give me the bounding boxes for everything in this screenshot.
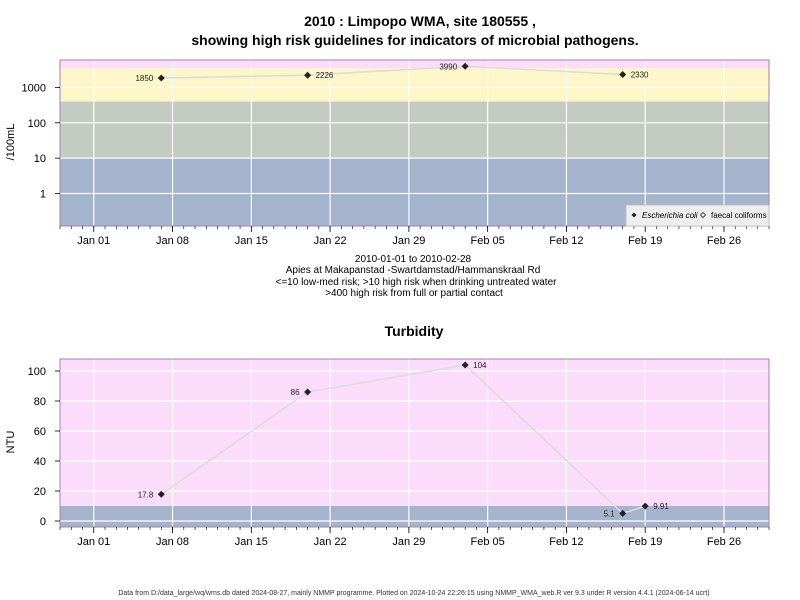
- data-point-2: [461, 361, 469, 369]
- data-label-0: 17.8: [138, 490, 154, 499]
- data-point-0: [157, 74, 165, 82]
- y-tick-label-4: 80: [34, 396, 46, 408]
- series-line-0: [161, 65, 623, 79]
- x-tick-label-1: Jan 08: [156, 536, 189, 548]
- legend-ecoli-marker: [631, 212, 637, 218]
- x-tick-label-7: Feb 19: [628, 536, 662, 548]
- turbidity-y-axis: 0 20 40 60 80 100: [28, 366, 60, 528]
- microbial-risk-bands: [60, 60, 769, 226]
- microbial-grid: [60, 60, 769, 226]
- x-tick-label-3: Jan 22: [314, 235, 347, 247]
- data-label-4: 9.91: [653, 502, 669, 511]
- data-label-2: 104: [473, 361, 487, 370]
- y-tick-label-3: 60: [34, 426, 46, 438]
- band-0: [60, 506, 769, 527]
- data-label-1: 2226: [316, 71, 334, 80]
- x-tick-label-8: Feb 26: [707, 235, 741, 247]
- y-tick-label-1: 10: [34, 153, 46, 165]
- microbial-data: 1850 2226 3990 2330: [135, 62, 649, 83]
- x-tick-label-4: Jan 29: [392, 536, 425, 548]
- x-tick-label-3: Jan 22: [314, 536, 347, 548]
- y-tick-label-3: 1000: [22, 82, 46, 94]
- x-tick-label-8: Feb 26: [707, 536, 741, 548]
- y-tick-label-2: 40: [34, 456, 46, 468]
- data-label-3: 5.1: [604, 509, 616, 518]
- band-1: [60, 359, 769, 506]
- x-tick-label-4: Jan 29: [392, 235, 425, 247]
- data-point-4: [641, 502, 649, 510]
- turbidity-y-axis-label: NTU: [5, 431, 17, 454]
- y-tick-label-1: 20: [34, 486, 46, 498]
- x-tick-label-6: Feb 12: [549, 536, 583, 548]
- chart-title-line2: showing high risk guidelines for indicat…: [191, 32, 638, 48]
- y-tick-label-2: 100: [28, 118, 46, 130]
- turbidity-plot-frame: [59, 358, 770, 528]
- subtitle-date-range: 2010-01-01 to 2010-02-28: [355, 254, 472, 265]
- data-point-2: [461, 62, 469, 70]
- data-point-0: [157, 490, 165, 498]
- band-2: [60, 68, 769, 102]
- data-point-3: [619, 71, 627, 79]
- legend-ecoli-label: Escherichia coli: [642, 211, 698, 220]
- footer-note: Data from D:/data_large/wq/wms.db dated …: [118, 590, 709, 597]
- x-tick-label-1: Jan 08: [156, 235, 189, 247]
- microbial-y-axis: 1 10 100 1000: [22, 82, 60, 200]
- y-tick-label-5: 100: [28, 366, 46, 378]
- subtitle-site-name: Apies at Makapanstad -Swartdamstad/Hamma…: [286, 265, 541, 276]
- x-tick-label-6: Feb 12: [549, 235, 583, 247]
- data-label-3: 2330: [631, 71, 649, 80]
- microbial-plot-frame: [59, 59, 770, 227]
- data-label-1: 86: [291, 388, 300, 397]
- y-tick-label-0: 1: [40, 188, 46, 200]
- band-1: [60, 101, 769, 159]
- turbidity-title: Turbidity: [385, 323, 444, 339]
- turbidity-bands: [60, 359, 769, 527]
- legend-box: [625, 204, 770, 227]
- turbidity-grid: [60, 359, 769, 527]
- chart-title-line1: 2010 : Limpopo WMA, site 180555 ,: [304, 13, 536, 29]
- legend-faecal-label: faecal coliforms: [711, 211, 767, 220]
- band-3: [60, 60, 769, 69]
- x-tick-label-2: Jan 15: [235, 235, 268, 247]
- data-point-1: [304, 71, 312, 79]
- data-label-0: 1850: [135, 74, 153, 83]
- subtitle-contact-guideline: >400 high risk from full or partial cont…: [325, 288, 503, 299]
- x-tick-label-0: Jan 01: [77, 235, 110, 247]
- microbial-legend: Escherichia coli faecal coliforms: [625, 204, 770, 227]
- microbial-y-axis-label: /100mL: [5, 124, 17, 161]
- x-tick-label-5: Feb 05: [471, 536, 505, 548]
- microbial-panel: 1 10 100 1000 Jan 01 Jan 08 Jan 15 Jan 22 Jan 2…: [5, 59, 770, 247]
- microbial-x-axis: Jan 01 Jan 08 Jan 15 Jan 22 Jan 29 Feb 05 Feb …: [59, 226, 770, 247]
- data-point-1: [304, 388, 312, 396]
- x-tick-label-0: Jan 01: [77, 536, 110, 548]
- subtitle-drinking-guideline: <=10 low-med risk; >10 high risk when dr…: [276, 277, 558, 288]
- turbidity-data: 17.8 86 104 5.1 9.91: [138, 361, 670, 518]
- x-tick-label-5: Feb 05: [471, 235, 505, 247]
- x-tick-label-7: Feb 19: [628, 235, 662, 247]
- data-point-3: [619, 509, 627, 517]
- x-tick-label-2: Jan 15: [235, 536, 268, 548]
- y-tick-label-0: 0: [40, 516, 46, 528]
- legend-faecal-marker: [699, 211, 707, 219]
- data-label-2: 3990: [439, 62, 457, 71]
- turbidity-x-axis: Jan 01 Jan 08 Jan 15 Jan 22 Jan 29 Feb 05 Feb …: [59, 527, 770, 548]
